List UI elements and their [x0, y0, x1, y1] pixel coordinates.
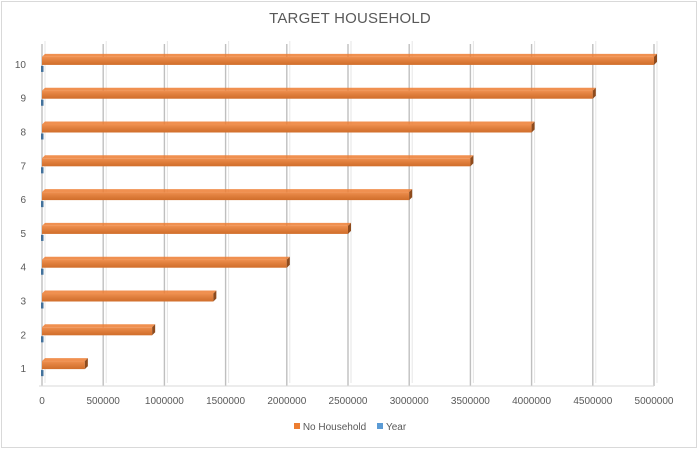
y-tick-label: 1 [20, 364, 26, 375]
legend: No Household Year [0, 422, 700, 433]
legend-swatch-no-household [293, 423, 300, 430]
x-tick-label: 500000 [87, 396, 121, 407]
bar-no-household-top [42, 53, 657, 57]
x-tick-label: 0 [39, 396, 45, 407]
y-tick-label: 2 [20, 330, 26, 341]
bar-year-shade [41, 268, 44, 275]
bar-no-household-shade [42, 293, 214, 302]
legend-label-year: Year [385, 422, 407, 433]
bar-no-household-shade [42, 158, 471, 167]
bar-year-shade [41, 302, 44, 309]
y-tick-label: 10 [15, 60, 27, 71]
bar-no-household-shade [42, 327, 153, 336]
legend-item-year: Year [376, 422, 407, 433]
x-axis-tick-labels: 0 500000 1000000 1500000 2000000 2500000 30000… [39, 396, 674, 407]
bar-no-household-top [42, 222, 351, 226]
y-tick-label: 5 [20, 229, 26, 240]
x-tick-label: 4000000 [512, 396, 551, 407]
bars [41, 53, 657, 377]
bar-no-household-top [42, 324, 156, 328]
bar-no-household-side [470, 155, 474, 167]
legend-swatch-year [376, 423, 383, 430]
bar-no-household-side [348, 222, 351, 234]
bar-year-shade [41, 99, 44, 106]
bar-no-household-top [42, 189, 413, 193]
bar-no-household-shade [42, 124, 532, 133]
x-tick-label: 1000000 [145, 396, 184, 407]
bar-no-household-shade [42, 192, 410, 201]
bar-no-household-shade [42, 259, 287, 268]
bar-year-shade [41, 336, 44, 343]
y-tick-label: 6 [20, 195, 26, 206]
bar-no-household-side [654, 53, 657, 65]
y-tick-label: 3 [20, 297, 26, 308]
bar-no-household-side [286, 256, 290, 268]
x-tick-label: 3500000 [451, 396, 490, 407]
legend-item-no-household: No Household [293, 422, 367, 433]
bar-no-household-top [42, 256, 290, 260]
bar-no-household-top [42, 290, 217, 294]
bar-no-household-shade [42, 361, 85, 370]
bar-year-shade [41, 370, 44, 377]
x-tick-label: 2500000 [329, 396, 368, 407]
bar-no-household-side [531, 121, 535, 133]
y-tick-label: 4 [20, 263, 26, 274]
bar-no-household-side [592, 87, 596, 99]
bar-no-household-shade [42, 225, 348, 234]
bar-no-household-side [84, 358, 88, 370]
x-tick-label: 5000000 [635, 396, 674, 407]
bar-no-household-top [42, 155, 474, 159]
y-tick-label: 9 [20, 94, 26, 105]
y-tick-label: 7 [20, 161, 26, 172]
bar-no-household-top [42, 87, 596, 91]
bar-no-household-side [409, 189, 413, 201]
x-tick-label: 1500000 [206, 396, 245, 407]
bar-year-shade [41, 167, 44, 174]
bar-no-household-shade [42, 90, 593, 99]
bar-year-shade [41, 201, 44, 208]
x-tick-label: 3000000 [390, 396, 429, 407]
bar-year-shade [41, 234, 44, 241]
bar-no-household-top [42, 358, 88, 362]
bar-no-household-side [213, 290, 217, 302]
chart-title: TARGET HOUSEHOLD [269, 10, 431, 27]
bar-no-household-top [42, 121, 535, 125]
y-axis-tick-labels: 1 2 3 4 5 6 7 8 9 10 [15, 60, 27, 375]
bar-year-shade [41, 65, 44, 72]
x-tick-label: 4500000 [573, 396, 612, 407]
bar-year-shade [41, 133, 44, 140]
legend-label-no-household: No Household [302, 422, 367, 433]
bar-no-household-shade [42, 56, 654, 65]
bar-no-household-side [152, 324, 156, 336]
y-tick-label: 8 [20, 128, 26, 139]
x-tick-label: 2000000 [267, 396, 306, 407]
